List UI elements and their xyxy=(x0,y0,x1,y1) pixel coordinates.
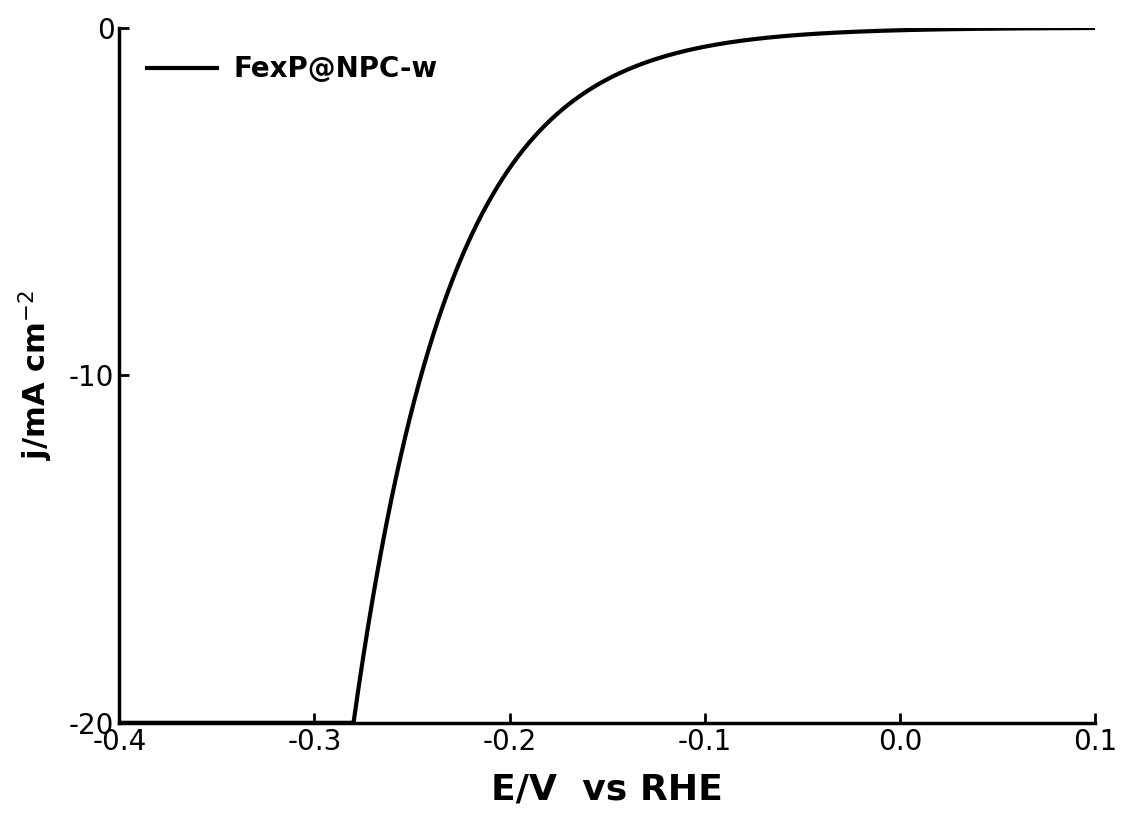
FexP@NPC-w xyxy=(915,25,929,35)
FexP@NPC-w xyxy=(840,27,854,37)
FexP@NPC-w xyxy=(747,35,761,44)
Y-axis label: j/mA cm$^{-2}$: j/mA cm$^{-2}$ xyxy=(17,291,56,460)
Legend: FexP@NPC-w: FexP@NPC-w xyxy=(133,41,451,97)
Line: FexP@NPC-w: FexP@NPC-w xyxy=(119,28,1095,723)
FexP@NPC-w xyxy=(1089,23,1102,33)
FexP@NPC-w xyxy=(290,718,304,728)
FexP@NPC-w xyxy=(697,42,711,52)
FexP@NPC-w xyxy=(112,718,126,728)
FexP@NPC-w xyxy=(485,191,499,201)
X-axis label: E/V  vs RHE: E/V vs RHE xyxy=(491,772,723,807)
